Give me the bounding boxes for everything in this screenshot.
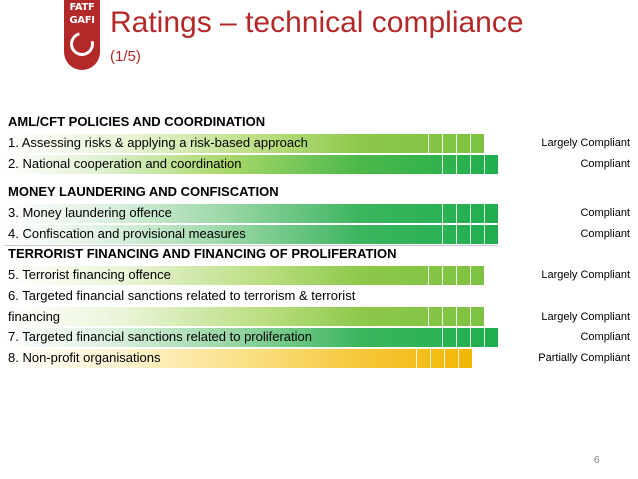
recommendation-row-2: 2. National cooperation and coordination… bbox=[0, 154, 638, 174]
bar-segment-divider bbox=[456, 225, 457, 244]
recommendation-row-6: 6. Targeted financial sanctions related … bbox=[0, 286, 638, 326]
rating-bar-compliant bbox=[4, 328, 498, 347]
bar-segment-divider bbox=[470, 328, 471, 347]
rating-text: Compliant bbox=[580, 228, 630, 240]
rating-text: Largely Compliant bbox=[541, 311, 630, 323]
logo-text-fatf: FATF bbox=[69, 2, 95, 13]
bar-segment-divider bbox=[470, 134, 471, 153]
bar-segment-divider bbox=[442, 307, 443, 326]
recommendation-label: 7. Targeted financial sanctions related … bbox=[8, 329, 313, 344]
bar-segment-divider bbox=[470, 307, 471, 326]
bar-segment-divider bbox=[470, 266, 471, 285]
rating-text: Compliant bbox=[580, 207, 630, 219]
rating-text: Largely Compliant bbox=[541, 269, 630, 281]
bar-segment-divider bbox=[428, 307, 429, 326]
bar-segment-divider bbox=[484, 328, 485, 347]
bar-segment-divider bbox=[442, 266, 443, 285]
recommendation-label: 5. Terrorist financing offence bbox=[8, 267, 171, 282]
bar-segment-divider bbox=[456, 134, 457, 153]
bar-segment-divider bbox=[416, 349, 417, 368]
bar-segment-divider bbox=[456, 204, 457, 223]
section-heading-terrorist-financing: TERRORIST FINANCING AND FINANCING OF PRO… bbox=[8, 246, 397, 261]
recommendation-label: 8. Non-profit organisations bbox=[8, 350, 161, 365]
bar-segment-divider bbox=[470, 204, 471, 223]
rating-bar-largely-compliant bbox=[4, 134, 484, 153]
bar-segment-divider bbox=[470, 225, 471, 244]
recommendation-label: 3. Money laundering offence bbox=[8, 205, 172, 220]
bar-segment-divider bbox=[456, 266, 457, 285]
recommendation-row-5: 5. Terrorist financing offence Largely C… bbox=[0, 265, 638, 285]
bar-segment-divider bbox=[456, 155, 457, 174]
rating-bar-largely-compliant bbox=[4, 266, 484, 285]
rating-bar-partially-compliant bbox=[4, 349, 472, 368]
bar-segment-divider bbox=[442, 225, 443, 244]
page-number: 6 bbox=[594, 455, 600, 466]
section-heading-money-laundering: MONEY LAUNDERING AND CONFISCATION bbox=[8, 184, 279, 199]
page-title: Ratings – technical compliance bbox=[110, 6, 524, 39]
fatf-gafi-logo: FATF GAFI bbox=[64, 0, 100, 70]
recommendation-row-3: 3. Money laundering offence Compliant bbox=[0, 203, 638, 223]
bar-segment-divider bbox=[442, 155, 443, 174]
bar-segment-divider bbox=[442, 328, 443, 347]
bar-segment-divider bbox=[430, 349, 431, 368]
rating-bar-compliant bbox=[4, 155, 498, 174]
bar-segment-divider bbox=[444, 349, 445, 368]
bar-segment-divider bbox=[428, 134, 429, 153]
bar-segment-divider bbox=[484, 225, 485, 244]
logo-text-gafi: GAFI bbox=[69, 15, 95, 26]
rating-text: Partially Compliant bbox=[538, 352, 630, 364]
recommendation-label: 4. Confiscation and provisional measures bbox=[8, 226, 246, 241]
recommendation-label-continued: financing bbox=[8, 309, 61, 324]
recommendation-row-4: 4. Confiscation and provisional measures… bbox=[0, 224, 638, 244]
bar-segment-divider bbox=[470, 155, 471, 174]
logo-emblem-icon bbox=[65, 27, 99, 61]
recommendation-row-1: 1. Assessing risks & applying a risk-bas… bbox=[0, 133, 638, 153]
bar-segment-divider bbox=[484, 204, 485, 223]
bar-segment-divider bbox=[442, 134, 443, 153]
bar-segment-divider bbox=[458, 349, 459, 368]
divider bbox=[4, 245, 498, 246]
bar-segment-divider bbox=[428, 266, 429, 285]
rating-bar-compliant bbox=[4, 204, 498, 223]
bar-segment-divider bbox=[456, 307, 457, 326]
rating-text: Largely Compliant bbox=[541, 137, 630, 149]
section-heading-aml-cft-policies: AML/CFT POLICIES AND COORDINATION bbox=[8, 114, 266, 129]
rating-text: Compliant bbox=[580, 331, 630, 343]
bar-segment-divider bbox=[484, 155, 485, 174]
rating-bar-largely-compliant bbox=[4, 307, 484, 326]
recommendation-row-8: 8. Non-profit organisations Partially Co… bbox=[0, 348, 638, 368]
recommendation-label: 2. National cooperation and coordination bbox=[8, 156, 242, 171]
page-subtitle: (1/5) bbox=[110, 48, 141, 65]
recommendation-row-7: 7. Targeted financial sanctions related … bbox=[0, 327, 638, 347]
recommendation-label: 1. Assessing risks & applying a risk-bas… bbox=[8, 135, 308, 150]
rating-bar-compliant bbox=[4, 225, 498, 244]
rating-text: Compliant bbox=[580, 158, 630, 170]
bar-segment-divider bbox=[442, 204, 443, 223]
bar-segment-divider bbox=[456, 328, 457, 347]
recommendation-label: 6. Targeted financial sanctions related … bbox=[8, 288, 356, 303]
